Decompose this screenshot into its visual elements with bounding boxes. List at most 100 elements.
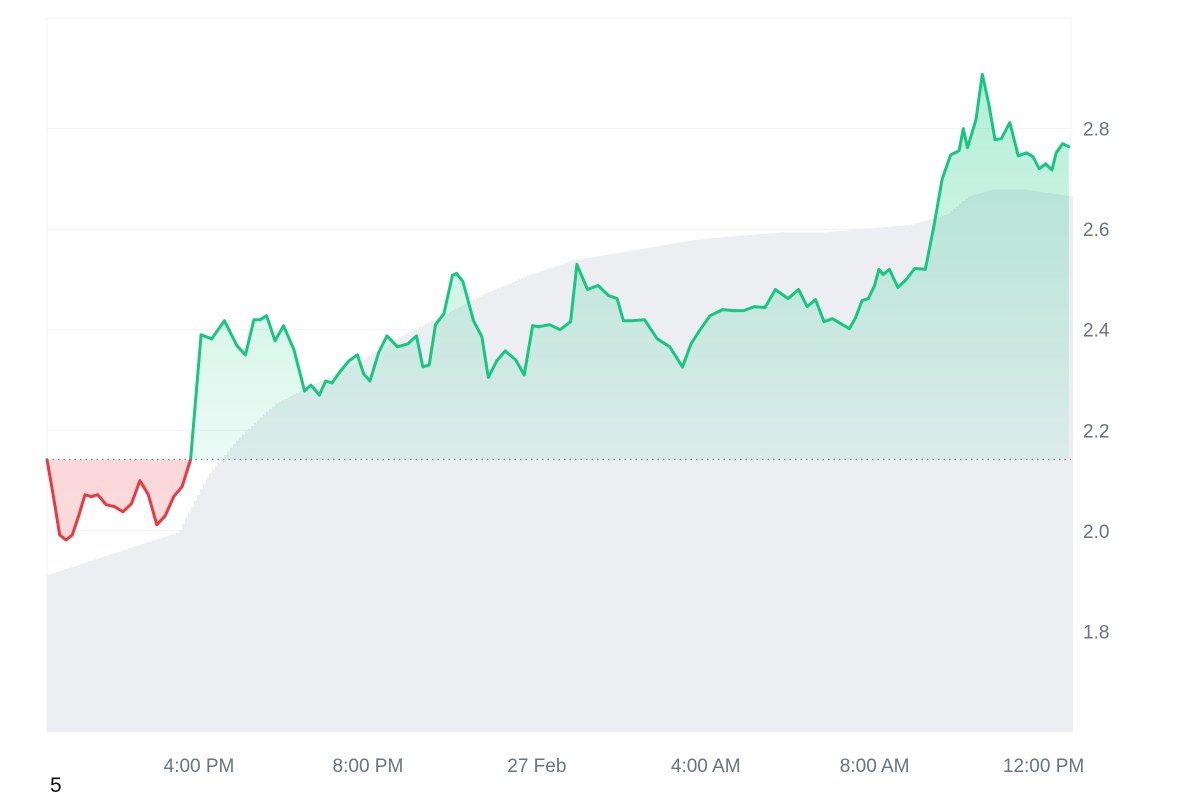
volume-bar bbox=[245, 431, 248, 732]
volume-bar bbox=[980, 192, 983, 732]
volume-bar bbox=[299, 391, 302, 732]
volume-bar bbox=[986, 191, 989, 733]
volume-bar bbox=[575, 260, 578, 732]
volume-bar bbox=[623, 251, 626, 733]
volume-bar bbox=[1019, 189, 1022, 733]
volume-bar bbox=[551, 267, 554, 732]
volume-bar bbox=[470, 301, 473, 732]
volume-bar bbox=[488, 292, 491, 732]
volume-bar bbox=[230, 447, 233, 732]
volume-bar bbox=[728, 236, 731, 733]
volume-bar bbox=[1052, 193, 1055, 732]
x-tick-label: 4:00 AM bbox=[671, 756, 741, 777]
volume-bar bbox=[434, 319, 437, 732]
volume-bar bbox=[125, 549, 128, 732]
volume-bar bbox=[260, 417, 263, 732]
volume-bar bbox=[356, 362, 359, 732]
volume-bar bbox=[977, 193, 980, 733]
volume-bar bbox=[518, 279, 521, 732]
volume-bar bbox=[122, 550, 125, 732]
volume-bar bbox=[857, 229, 860, 732]
volume-bar bbox=[1022, 189, 1025, 733]
volume-bar bbox=[866, 228, 869, 732]
volume-bar bbox=[194, 500, 197, 732]
volume-bar bbox=[617, 252, 620, 733]
volume-bar bbox=[788, 232, 791, 732]
volume-bar bbox=[209, 473, 212, 732]
volume-bar bbox=[266, 412, 269, 732]
volume-bar bbox=[734, 236, 737, 733]
volume-bar bbox=[845, 230, 848, 733]
volume-bar bbox=[620, 252, 623, 733]
volume-bar bbox=[215, 465, 218, 732]
volume-bar bbox=[692, 240, 695, 733]
price-line bbox=[45, 72, 1071, 542]
volume-bar bbox=[911, 224, 914, 732]
volume-bar bbox=[572, 260, 575, 732]
volume-bar bbox=[524, 276, 527, 732]
volume-bar bbox=[206, 477, 209, 732]
volume-bar bbox=[188, 512, 191, 732]
volume-bar bbox=[653, 246, 656, 732]
volume-bar bbox=[608, 254, 611, 733]
volume-bar bbox=[800, 232, 803, 732]
volume-bar bbox=[965, 198, 968, 732]
volume-bar bbox=[329, 376, 332, 732]
volume-bar bbox=[359, 360, 362, 732]
x-axis: 4:00 PM 8:00 PM 27 Feb 4:00 AM 8:00 AM 12:00 … bbox=[164, 756, 1085, 777]
volume-bar bbox=[1004, 189, 1007, 733]
volume-bar bbox=[968, 196, 971, 732]
volume-bar bbox=[254, 423, 257, 732]
volume-bar bbox=[146, 542, 149, 732]
x-tick-label: 12:00 PM bbox=[1003, 756, 1084, 777]
volume-bar bbox=[683, 241, 686, 733]
volume-bar bbox=[74, 566, 77, 732]
volume-bar bbox=[335, 373, 338, 732]
volume-bar bbox=[758, 234, 761, 733]
volume-bar bbox=[947, 213, 950, 732]
x-tick-label: 8:00 AM bbox=[840, 756, 910, 777]
volume-bar bbox=[959, 203, 962, 732]
volume-bar bbox=[149, 541, 152, 732]
volume-bar bbox=[602, 255, 605, 732]
volume-bar bbox=[842, 230, 845, 732]
volume-bar bbox=[818, 232, 821, 732]
volume-bar bbox=[578, 259, 581, 732]
x-tick-label: 8:00 PM bbox=[333, 756, 404, 777]
volume-bar bbox=[677, 242, 680, 732]
volume-bar bbox=[167, 535, 170, 732]
volume-bar bbox=[455, 308, 458, 732]
volume-bar bbox=[59, 570, 62, 732]
volume-bar bbox=[773, 232, 776, 732]
volume-bar bbox=[485, 293, 488, 732]
volume-bar bbox=[713, 238, 716, 732]
volume-bar bbox=[992, 189, 995, 733]
volume-bar bbox=[392, 341, 395, 732]
volume-bar bbox=[440, 316, 443, 732]
volume-bar bbox=[476, 298, 479, 732]
volume-bar bbox=[458, 307, 461, 732]
volume-bar bbox=[461, 305, 464, 732]
volume-bar bbox=[437, 317, 440, 732]
volume-bar bbox=[746, 235, 749, 733]
volume-bar bbox=[656, 246, 659, 732]
volume-bar bbox=[332, 374, 335, 732]
volume-bar bbox=[422, 325, 425, 732]
volume-bar bbox=[803, 232, 806, 732]
volume-bar bbox=[134, 546, 137, 732]
volume-bar bbox=[320, 380, 323, 732]
volume-bar bbox=[647, 247, 650, 732]
volume-bar bbox=[665, 244, 668, 732]
volume-bar bbox=[221, 458, 224, 732]
volume-bar bbox=[527, 275, 530, 732]
volume-bar bbox=[875, 227, 878, 732]
volume-bar bbox=[251, 426, 254, 732]
volume-bar bbox=[716, 237, 719, 732]
volume-bar bbox=[1061, 195, 1064, 733]
volume-bar bbox=[179, 529, 182, 732]
volume-bar bbox=[173, 533, 176, 732]
x-tick-label: 27 Feb bbox=[507, 756, 566, 777]
volume-bar bbox=[638, 249, 641, 732]
volume-bar bbox=[263, 414, 266, 732]
